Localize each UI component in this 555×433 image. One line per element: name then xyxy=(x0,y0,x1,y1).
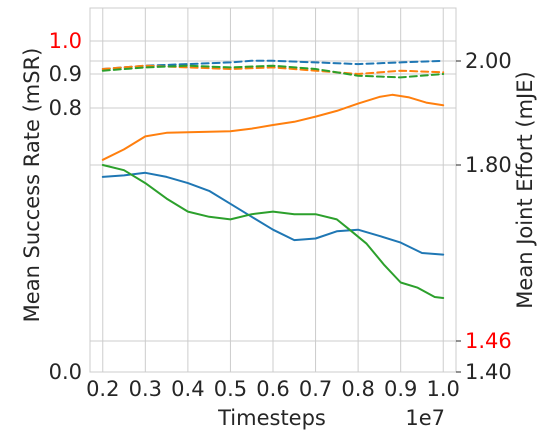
left-tick-label: 0.0 xyxy=(49,360,82,384)
series-lines xyxy=(101,59,445,299)
left-tick-label: 0.8 xyxy=(49,96,82,120)
left-axis-title: Mean Success Rate (mSR) xyxy=(20,48,44,323)
msr-series-line xyxy=(101,64,445,79)
x-tick-label: 0.4 xyxy=(171,377,204,401)
left-tick-label: 1.0 xyxy=(49,29,82,53)
x-tick-label: 0.8 xyxy=(341,377,374,401)
x-tick-labels: 0.2 0.3 0.4 0.5 0.6 0.7 0.8 0.9 1.0 xyxy=(86,377,460,401)
right-tick-label: 1.46 xyxy=(465,329,512,353)
right-tick-label: 1.80 xyxy=(465,153,512,177)
left-tick-label: 0.9 xyxy=(49,62,82,86)
mje-series-line xyxy=(101,171,445,256)
x-tick-label: 0.5 xyxy=(214,377,247,401)
x-tick-label: 0.9 xyxy=(384,377,417,401)
mje-series-line xyxy=(101,164,445,299)
x-tick-label: 0.3 xyxy=(129,377,162,401)
x-tick-label: 1.0 xyxy=(427,377,460,401)
plot-frame xyxy=(89,7,457,373)
right-axis-title: Mean Joint Effort (mJE) xyxy=(513,71,537,308)
msr-series-line xyxy=(101,59,445,70)
right-tick-label: 2.00 xyxy=(465,49,512,73)
right-tick-label: 1.40 xyxy=(465,360,512,384)
left-tick-labels: 0.0 0.8 0.9 1.0 xyxy=(49,29,82,384)
x-axis-offset-label: 1e7 xyxy=(405,406,445,430)
x-tick-label: 0.6 xyxy=(256,377,289,401)
mje-series-line xyxy=(101,93,445,161)
right-tick-labels: 1.40 1.46 1.80 2.00 xyxy=(456,49,512,384)
x-tick-label: 0.2 xyxy=(86,377,119,401)
x-tick-label: 0.7 xyxy=(299,377,332,401)
x-axis-title: Timesteps xyxy=(217,406,326,430)
